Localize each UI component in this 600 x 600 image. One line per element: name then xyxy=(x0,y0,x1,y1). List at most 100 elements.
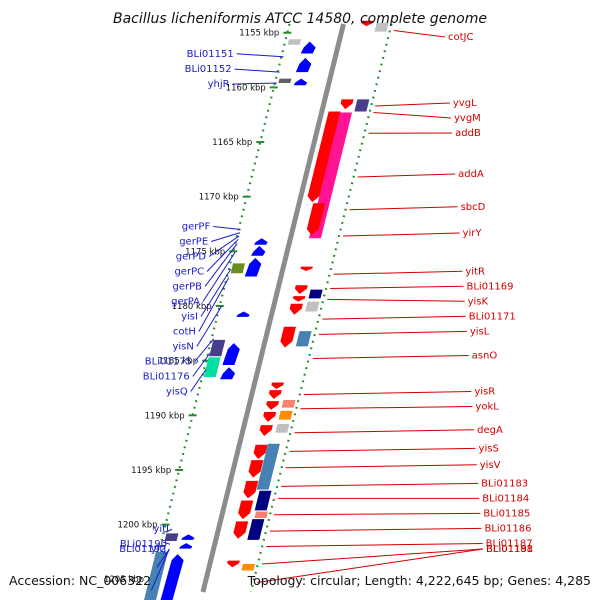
gene-label-gerPA: gerPA xyxy=(171,296,200,307)
gene-label-yisQ: yisQ xyxy=(166,386,188,397)
gene-label-yvgM: yvgM xyxy=(454,113,481,124)
label-connector xyxy=(300,406,473,410)
feature-block xyxy=(278,78,292,84)
gene-arrow xyxy=(268,390,282,399)
label-connector xyxy=(261,548,484,565)
gene-label-BLi01187: BLi01187 xyxy=(486,538,533,549)
genome-backbone xyxy=(200,23,346,593)
gene-label-BLi01184: BLi01184 xyxy=(482,493,529,504)
gene-labels: BLi01151 BLi01152 yhjR gerPF gerPE gerPD gerPC… xyxy=(119,32,533,555)
label-connector xyxy=(194,338,214,362)
gene-arrow xyxy=(243,480,259,499)
gene-arrow xyxy=(236,311,250,317)
gene-label-yitJ: yitJ xyxy=(151,544,167,555)
label-connector xyxy=(274,512,481,516)
gene-arrow xyxy=(220,367,236,380)
gene-label-yisL: yisL xyxy=(470,326,490,337)
gene-label-cotH: cotH xyxy=(173,326,196,337)
feature-block xyxy=(281,399,296,408)
gene-arrow xyxy=(233,521,249,539)
gene-label-BLi01190: BLi01190 xyxy=(120,539,167,550)
gene-arrow xyxy=(300,41,316,54)
map-title: Bacillus licheniformis ATCC 14580, compl… xyxy=(113,11,487,27)
label-connector xyxy=(200,268,232,317)
label-connector xyxy=(208,235,240,257)
gene-arrow xyxy=(250,245,266,256)
tick-label: 1160 kbp xyxy=(226,83,266,93)
gc-track-right xyxy=(249,23,393,593)
gene-arrow xyxy=(306,203,326,235)
gene-label-BLi01176: BLi01176 xyxy=(143,371,190,382)
gc-track xyxy=(147,23,393,593)
label-connector xyxy=(294,429,475,434)
label-connector xyxy=(322,315,466,320)
gene-label-gerPB: gerPB xyxy=(173,281,203,292)
label-connector xyxy=(285,464,477,469)
label-connector xyxy=(211,232,240,242)
gene-label-BLi01151: BLi01151 xyxy=(187,49,234,60)
gene-label-BLi01192: BLi01192 xyxy=(119,544,166,555)
gene-arrow xyxy=(292,296,306,302)
label-connector xyxy=(232,82,277,85)
label-connector xyxy=(357,173,456,178)
gene-label-yirY: yirY xyxy=(463,228,483,239)
label-connector xyxy=(312,354,469,359)
feature-block xyxy=(144,551,168,600)
gene-arrow xyxy=(178,543,193,549)
gc-track-left xyxy=(147,23,291,593)
gene-label-degA: degA xyxy=(477,425,503,436)
feature-block xyxy=(256,443,280,490)
tick-label: 1165 kbp xyxy=(212,138,252,148)
label-connector xyxy=(281,482,479,487)
feature-block xyxy=(209,339,226,357)
summary-text: Topology: circular; Length: 4,222,645 bp… xyxy=(247,573,591,588)
gene-arrow xyxy=(253,444,268,460)
kbp-ticks: 1155 kbp 1160 kbp 1165 kbp 1170 kbp 1175 kbp… xyxy=(104,29,292,585)
gene-label-BLi01188: BLi01188 xyxy=(486,544,533,555)
label-connector xyxy=(375,102,450,107)
gene-arrow xyxy=(238,500,254,520)
label-connector xyxy=(327,298,465,302)
tick-label: 1170 kbp xyxy=(199,193,239,203)
feature-block xyxy=(275,424,290,433)
gene-arrow xyxy=(271,382,284,390)
tick-label: 1185 kbp xyxy=(158,357,198,367)
label-connectors xyxy=(150,30,484,591)
label-connector xyxy=(349,206,458,211)
tick-label: 1205 kbp xyxy=(104,575,144,585)
gene-arrow xyxy=(248,460,264,478)
gene-label-yitR: yitR xyxy=(465,266,485,277)
gene-label-cotJC: cotJC xyxy=(448,32,473,43)
gene-arrow xyxy=(340,99,354,110)
label-connector xyxy=(206,238,239,272)
gene-label-yisS: yisS xyxy=(479,443,499,454)
gene-label-yisR: yisR xyxy=(474,387,495,398)
label-connector xyxy=(257,548,484,584)
gene-arrow xyxy=(280,326,296,348)
gene-label-BLi01186: BLi01186 xyxy=(484,523,531,534)
gene-arrow xyxy=(259,425,273,437)
gene-label-BLi01183: BLi01183 xyxy=(481,478,528,489)
feature-block xyxy=(254,490,272,511)
tick-label: 1195 kbp xyxy=(131,466,171,476)
tick-label: 1180 kbp xyxy=(172,302,212,312)
gene-label-yhjR: yhjR xyxy=(208,79,230,90)
gene-label-BLi01191: BLi01191 xyxy=(486,544,533,555)
label-connector xyxy=(198,277,230,332)
feature-block xyxy=(241,563,256,571)
gene-label-asnO: asnO xyxy=(472,350,498,361)
label-connector xyxy=(204,243,238,287)
gene-label-yisV: yisV xyxy=(480,460,501,471)
tick-label: 1200 kbp xyxy=(118,521,158,531)
gene-arrow xyxy=(294,285,308,294)
label-connector xyxy=(202,252,236,302)
gene-arrow xyxy=(300,266,313,272)
gene-label-BLi01152: BLi01152 xyxy=(185,64,232,75)
gene-label-yvgL: yvgL xyxy=(453,98,477,109)
label-connector xyxy=(303,391,472,396)
gene-arrow xyxy=(227,560,240,568)
label-connector xyxy=(196,305,223,347)
label-connector xyxy=(234,68,280,73)
label-connector xyxy=(156,548,170,568)
